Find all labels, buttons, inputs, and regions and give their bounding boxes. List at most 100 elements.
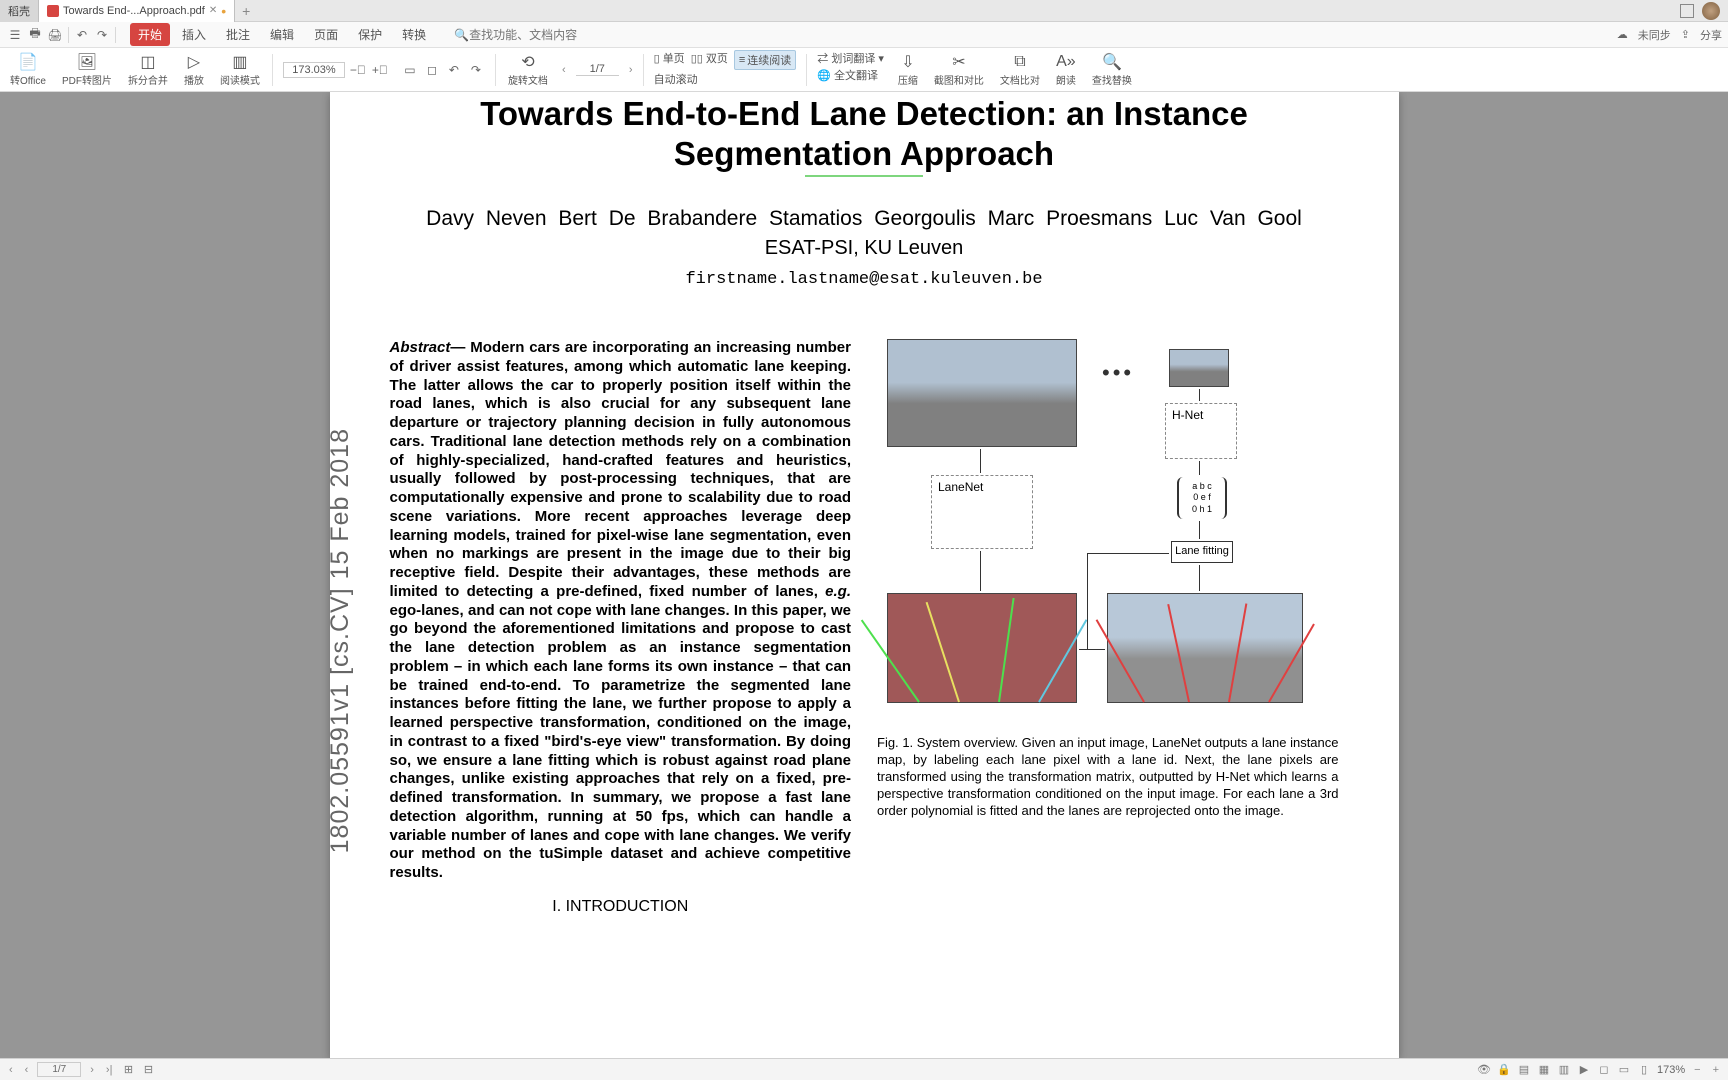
figure-caption: Fig. 1. System overview. Given an input … bbox=[877, 735, 1339, 819]
print-icon[interactable]: 🖶 bbox=[26, 26, 44, 44]
close-icon[interactable]: ✕ bbox=[209, 5, 217, 16]
btn-find-replace[interactable]: 🔍查找替换 bbox=[1086, 50, 1138, 90]
view2-icon[interactable]: ▦ bbox=[1537, 1063, 1551, 1077]
menu-insert[interactable]: 插入 bbox=[174, 23, 214, 46]
titlebar: 稻壳 Towards End-...Approach.pdf ✕ • + bbox=[0, 0, 1728, 22]
btn-read-aloud[interactable]: A»朗读 bbox=[1050, 50, 1082, 90]
nav-first-button[interactable]: ‹ bbox=[6, 1064, 16, 1076]
menu-review[interactable]: 批注 bbox=[218, 23, 258, 46]
dirty-dot-icon: • bbox=[221, 3, 226, 19]
section-heading: I. INTRODUCTION bbox=[390, 897, 852, 917]
btn-single-page[interactable]: ▯ 单页 bbox=[654, 50, 685, 70]
expand-icon[interactable]: ⊞ bbox=[121, 1063, 135, 1077]
fig-lanefit-box: Lane fitting bbox=[1171, 541, 1233, 563]
menu-tabs: 开始 插入 批注 编辑 页面 保护 转换 bbox=[130, 23, 434, 46]
collapse-icon[interactable]: ⊟ bbox=[141, 1063, 155, 1077]
abstract-text-2: ego-lanes, and can not cope with lane ch… bbox=[390, 602, 852, 882]
zoom-out-icon[interactable]: −⃝ bbox=[349, 61, 367, 79]
view3-icon[interactable]: ▥ bbox=[1557, 1063, 1571, 1077]
magnifier-icon: 🔍 bbox=[1102, 52, 1122, 72]
pdf-icon bbox=[47, 5, 59, 17]
tab-home[interactable]: 稻壳 bbox=[0, 0, 39, 22]
share-label: 分享 bbox=[1700, 27, 1722, 43]
fit-width-icon[interactable]: ▭ bbox=[401, 61, 419, 79]
share-icon[interactable]: ⇪ bbox=[1681, 28, 1690, 41]
nav-last-button[interactable]: ›| bbox=[103, 1064, 116, 1076]
btn-translate-full[interactable]: 🌐 全文翻译 bbox=[817, 67, 878, 83]
compare-icon: ⧉ bbox=[1014, 52, 1025, 72]
split-icon: ◫ bbox=[140, 52, 155, 72]
printer-icon[interactable]: 🖨 bbox=[46, 26, 64, 44]
menu-page[interactable]: 页面 bbox=[306, 23, 346, 46]
fit-page-icon[interactable]: ◻ bbox=[423, 61, 441, 79]
menu-protect[interactable]: 保护 bbox=[350, 23, 390, 46]
btn-read-mode[interactable]: ▥阅读模式 bbox=[214, 50, 266, 90]
quickbar: ☰ 🖶 🖨 ↶ ↷ 开始 插入 批注 编辑 页面 保护 转换 🔍 ☁ 未同步 ⇪… bbox=[0, 22, 1728, 48]
menu-edit[interactable]: 编辑 bbox=[262, 23, 302, 46]
rotate-left-icon[interactable]: ↶ bbox=[445, 61, 463, 79]
page-prev-button[interactable]: ‹ bbox=[558, 64, 570, 76]
eye-icon[interactable]: 👁 bbox=[1477, 1063, 1491, 1077]
btn-translate-selection[interactable]: ⇄ 划词翻译 ▾ bbox=[817, 50, 884, 66]
status-zoom[interactable]: 173% bbox=[1657, 1064, 1685, 1076]
btn-autoscroll[interactable]: 自动滚动 bbox=[654, 71, 698, 87]
page-indicator[interactable]: 1/7 bbox=[576, 63, 619, 76]
fit3-icon[interactable]: ▯ bbox=[1637, 1063, 1651, 1077]
undo-icon[interactable]: ↶ bbox=[73, 26, 91, 44]
zoom-value[interactable]: 173.03% bbox=[283, 62, 345, 78]
office-icon: 📄 bbox=[18, 52, 38, 72]
nav-next-button[interactable]: › bbox=[87, 1064, 97, 1076]
compress-icon: ⇩ bbox=[901, 52, 914, 72]
fig-ellipsis-icon: ••• bbox=[1102, 359, 1134, 387]
cloud-sync-icon[interactable]: ☁ bbox=[1617, 28, 1628, 41]
rotate-icon: ⟲ bbox=[521, 52, 534, 72]
fit2-icon[interactable]: ▭ bbox=[1617, 1063, 1631, 1077]
tab-document[interactable]: Towards End-...Approach.pdf ✕ • bbox=[39, 0, 235, 22]
zoom-in-icon[interactable]: +⃝ bbox=[371, 61, 389, 79]
btn-continuous[interactable]: ≡ 连续阅读 bbox=[734, 50, 796, 70]
separator bbox=[115, 27, 116, 43]
tab-add-button[interactable]: + bbox=[235, 3, 257, 19]
view1-icon[interactable]: ▤ bbox=[1517, 1063, 1531, 1077]
btn-to-office[interactable]: 📄转Office bbox=[4, 50, 52, 90]
btn-play[interactable]: ▷播放 bbox=[178, 50, 210, 90]
image-icon: 🖼 bbox=[77, 52, 97, 72]
separator bbox=[68, 27, 69, 43]
page-next-button[interactable]: › bbox=[625, 64, 637, 76]
fit1-icon[interactable]: ◻ bbox=[1597, 1063, 1611, 1077]
status-page[interactable]: 1/7 bbox=[37, 1062, 81, 1077]
figure-1: ••• LaneNet H-Net a b c 0 e f 0 h 1 Lane… bbox=[877, 339, 1339, 719]
menu-start[interactable]: 开始 bbox=[130, 23, 170, 46]
tab-document-label: Towards End-...Approach.pdf bbox=[63, 5, 205, 17]
btn-compress[interactable]: ⇩压缩 bbox=[892, 50, 924, 90]
play-status-icon[interactable]: ▶ bbox=[1577, 1063, 1591, 1077]
window-mode-icon[interactable] bbox=[1680, 4, 1694, 18]
fig-input-image bbox=[887, 339, 1077, 447]
paper-affiliation: ESAT-PSI, KU Leuven bbox=[390, 237, 1339, 260]
zoom-plus-button[interactable]: + bbox=[1710, 1064, 1722, 1076]
lock-icon[interactable]: 🔒 bbox=[1497, 1063, 1511, 1077]
play-icon: ▷ bbox=[188, 52, 200, 72]
btn-pdf-to-image[interactable]: 🖼PDF转图片 bbox=[56, 50, 118, 90]
btn-crop-compare[interactable]: ✂截图和对比 bbox=[928, 50, 990, 90]
nav-prev-button[interactable]: ‹ bbox=[22, 1064, 32, 1076]
paper-right-column: ••• LaneNet H-Net a b c 0 e f 0 h 1 Lane… bbox=[877, 339, 1339, 917]
fig-hnet-box: H-Net bbox=[1165, 403, 1237, 459]
btn-doc-compare[interactable]: ⧉文档比对 bbox=[994, 50, 1046, 90]
btn-double-page[interactable]: ▯▯ 双页 bbox=[691, 50, 728, 70]
redo-icon[interactable]: ↷ bbox=[93, 26, 111, 44]
separator bbox=[495, 54, 496, 86]
search-input[interactable] bbox=[469, 28, 609, 42]
search-wrap: 🔍 bbox=[454, 28, 609, 42]
btn-split-merge[interactable]: ◫拆分合并 bbox=[122, 50, 174, 90]
avatar[interactable] bbox=[1702, 2, 1720, 20]
zoom-minus-button[interactable]: − bbox=[1691, 1064, 1703, 1076]
statusbar: ‹ ‹ 1/7 › ›| ⊞ ⊟ 👁 🔒 ▤ ▦ ▥ ▶ ◻ ▭ ▯ 173% … bbox=[0, 1058, 1728, 1080]
rotate-right-icon[interactable]: ↷ bbox=[467, 61, 485, 79]
menu-icon[interactable]: ☰ bbox=[6, 26, 24, 44]
paper-title: Towards End-to-End Lane Detection: an In… bbox=[390, 94, 1339, 173]
fig-lanenet-box: LaneNet bbox=[931, 475, 1033, 549]
document-viewport[interactable]: 1802.05591v1 [cs.CV] 15 Feb 2018 Towards… bbox=[0, 92, 1728, 1058]
menu-convert[interactable]: 转换 bbox=[394, 23, 434, 46]
btn-rotate-doc[interactable]: ⟲旋转文档 bbox=[502, 50, 554, 90]
